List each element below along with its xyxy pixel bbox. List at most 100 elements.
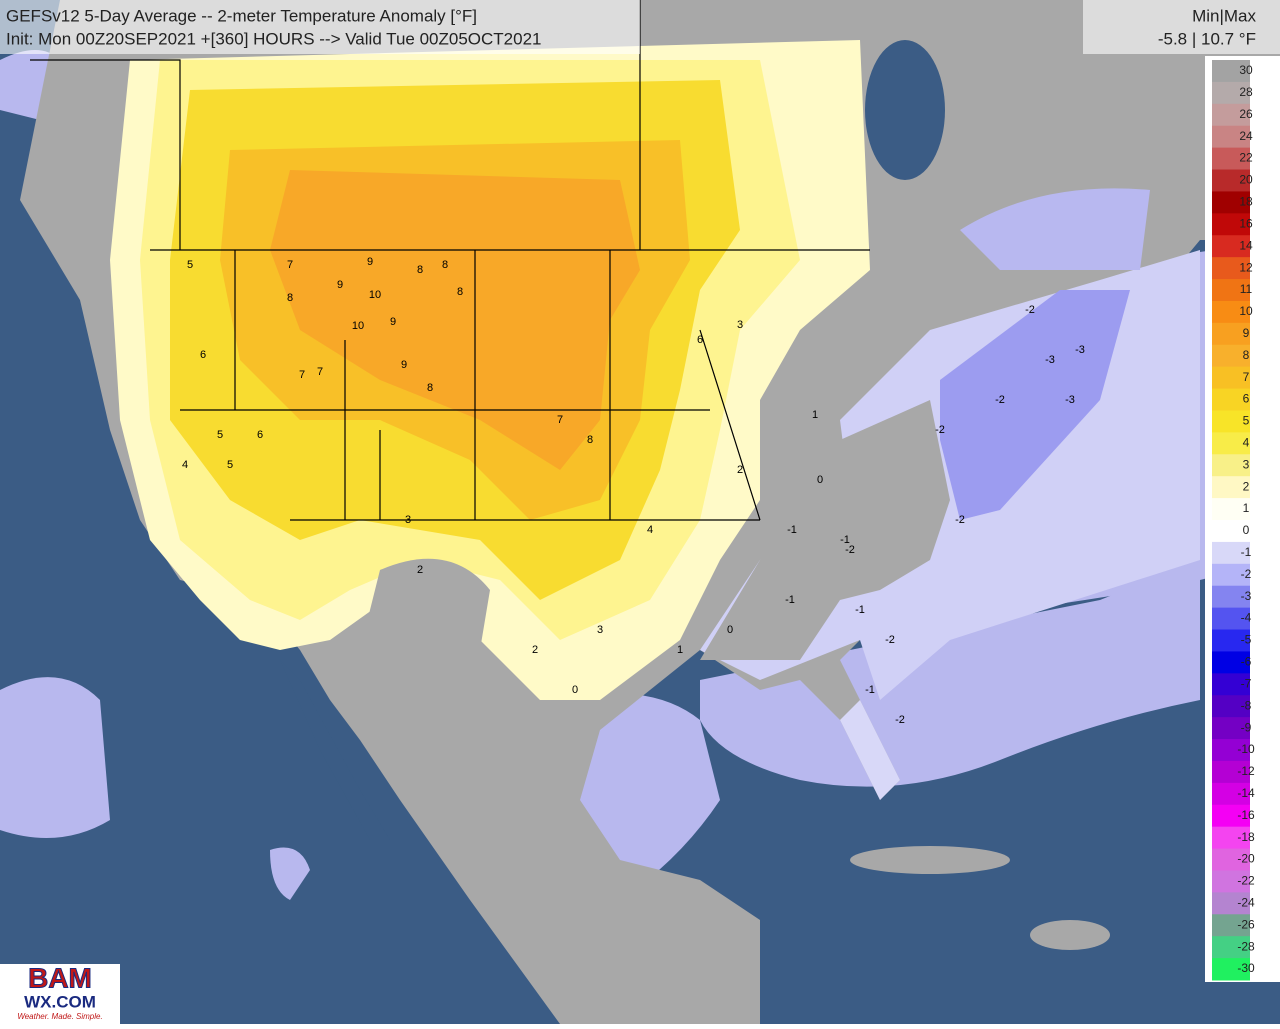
anomaly-label: -3 xyxy=(1045,354,1055,366)
colorbar-cell xyxy=(1212,498,1250,521)
colorbar-cell xyxy=(1212,476,1250,499)
anomaly-label: 1 xyxy=(677,644,683,656)
colorbar-cell xyxy=(1212,191,1250,214)
colorbar-cell xyxy=(1212,213,1250,236)
anomaly-label: 8 xyxy=(417,264,423,276)
anomaly-label: 3 xyxy=(597,624,603,636)
anomaly-label: 9 xyxy=(401,359,407,371)
colorbar-label: 26 xyxy=(1239,107,1253,121)
anomaly-label: 3 xyxy=(405,514,411,526)
colorbar-label: -9 xyxy=(1241,720,1252,734)
colorbar-cell xyxy=(1212,322,1250,346)
anomaly-label: 4 xyxy=(182,459,188,471)
anomaly-label: -1 xyxy=(840,534,850,546)
anomaly-label: 7 xyxy=(287,259,293,271)
hudson-bay xyxy=(865,40,945,180)
colorbar-cell xyxy=(1212,169,1250,192)
anomaly-label: -3 xyxy=(1075,344,1085,356)
logo-line1: BAM xyxy=(28,962,92,993)
minmax-label: Min|Max xyxy=(1192,6,1256,25)
colorbar-label: -6 xyxy=(1241,655,1252,669)
colorbar-label: -5 xyxy=(1241,633,1252,647)
colorbar-label: -22 xyxy=(1237,874,1255,888)
anomaly-label: -2 xyxy=(895,714,905,726)
colorbar-label: 1 xyxy=(1243,501,1250,515)
anomaly-label: 6 xyxy=(697,334,703,346)
colorbar-label: 30 xyxy=(1239,63,1253,77)
anomaly-label: -1 xyxy=(787,524,797,536)
cuba xyxy=(850,846,1010,874)
anomaly-label: 6 xyxy=(200,349,206,361)
colorbar-label: -12 xyxy=(1237,764,1255,778)
colorbar-label: -16 xyxy=(1237,808,1255,822)
anomaly-label: -3 xyxy=(1065,394,1075,406)
logo: BAM WX.COM Weather. Made. Simple. xyxy=(0,962,120,1024)
colorbar-label: -24 xyxy=(1237,896,1255,910)
anomaly-label: 5 xyxy=(187,259,193,271)
colorbar-cell xyxy=(1212,520,1250,543)
anomaly-label: 7 xyxy=(299,369,305,381)
colorbar-cell xyxy=(1212,235,1250,258)
colorbar-cell xyxy=(1212,870,1250,893)
anomaly-label: -2 xyxy=(885,634,895,646)
colorbar: 3028262422201816141211109876543210-1-2-3… xyxy=(1212,60,1255,981)
colorbar-label: -18 xyxy=(1237,830,1255,844)
colorbar-cell xyxy=(1212,629,1250,652)
anomaly-label: 10 xyxy=(352,320,364,332)
logo-bg xyxy=(0,964,120,1024)
subtitle: Init: Mon 00Z20SEP2021 +[360] HOURS --> … xyxy=(6,29,541,48)
colorbar-label: -14 xyxy=(1237,786,1255,800)
colorbar-label: -1 xyxy=(1241,545,1252,559)
colorbar-cell xyxy=(1212,673,1250,696)
anomaly-label: -2 xyxy=(935,424,945,436)
anomaly-label: 7 xyxy=(317,366,323,378)
colorbar-label: 9 xyxy=(1243,326,1250,340)
anomaly-label: 8 xyxy=(442,259,448,271)
anomaly-label: 5 xyxy=(217,429,223,441)
colorbar-label: -8 xyxy=(1241,698,1252,712)
colorbar-cell xyxy=(1212,454,1250,477)
colorbar-label: 18 xyxy=(1239,195,1253,209)
anomaly-label: 10 xyxy=(369,289,381,301)
anomaly-label: 3 xyxy=(737,319,743,331)
anomaly-label: 0 xyxy=(817,474,823,486)
colorbar-cell xyxy=(1212,695,1250,718)
anomaly-label: -2 xyxy=(955,514,965,526)
colorbar-label: 8 xyxy=(1243,348,1250,362)
colorbar-cell xyxy=(1212,651,1250,674)
anomaly-label: -1 xyxy=(785,594,795,606)
logo-line3: Weather. Made. Simple. xyxy=(17,1012,102,1021)
colorbar-label: 3 xyxy=(1243,457,1250,471)
colorbar-label: 20 xyxy=(1239,173,1253,187)
anomaly-label: 0 xyxy=(572,684,578,696)
colorbar-label: -3 xyxy=(1241,589,1252,603)
colorbar-label: 24 xyxy=(1239,129,1253,143)
colorbar-cell xyxy=(1212,279,1250,302)
anomaly-label: 5 xyxy=(227,459,233,471)
anomaly-label: 8 xyxy=(587,434,593,446)
colorbar-label: -26 xyxy=(1237,917,1255,931)
anomaly-label: -2 xyxy=(995,394,1005,406)
anomaly-label: 2 xyxy=(532,644,538,656)
colorbar-cell xyxy=(1212,804,1250,828)
anomaly-label: 8 xyxy=(457,286,463,298)
colorbar-cell xyxy=(1212,60,1250,83)
colorbar-cell xyxy=(1212,257,1250,280)
colorbar-cell xyxy=(1212,125,1250,149)
colorbar-label: 4 xyxy=(1243,436,1250,450)
colorbar-label: -4 xyxy=(1241,611,1252,625)
colorbar-label: -20 xyxy=(1237,852,1255,866)
colorbar-cell xyxy=(1212,388,1250,411)
title: GEFSv12 5-Day Average -- 2-meter Tempera… xyxy=(6,6,477,25)
anomaly-label: 4 xyxy=(647,524,653,536)
colorbar-cell xyxy=(1212,410,1250,433)
colorbar-label: 22 xyxy=(1239,151,1253,165)
minmax-value: -5.8 | 10.7 °F xyxy=(1158,29,1256,48)
colorbar-label: 7 xyxy=(1243,370,1250,384)
colorbar-label: 10 xyxy=(1239,304,1253,318)
colorbar-cell xyxy=(1212,848,1250,871)
colorbar-cell xyxy=(1212,914,1250,937)
